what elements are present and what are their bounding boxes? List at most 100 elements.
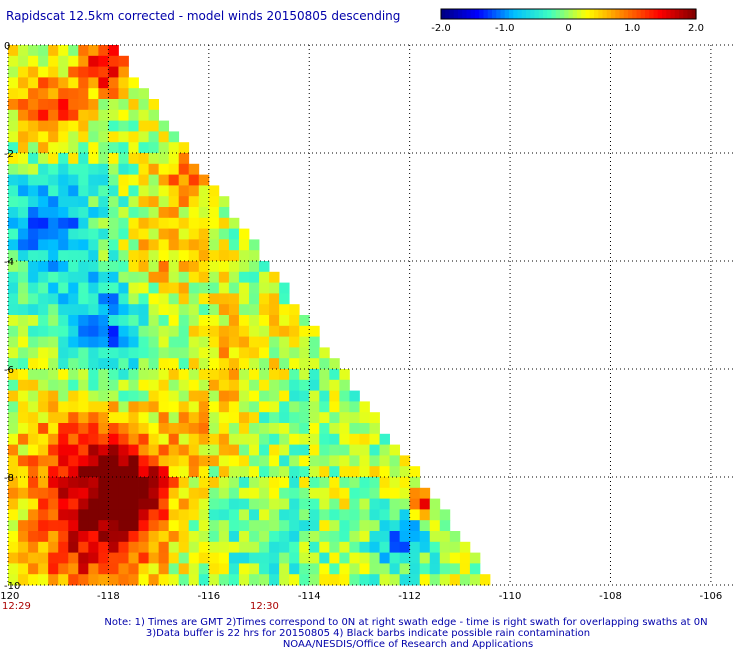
heatmap-cell <box>28 228 39 240</box>
heatmap-cell <box>389 477 401 489</box>
heatmap-cell <box>168 271 180 283</box>
colorbar-swatch <box>645 9 650 19</box>
heatmap-cell <box>78 444 89 456</box>
heatmap-cell <box>198 477 210 489</box>
heatmap-cell <box>158 379 170 391</box>
heatmap-cell <box>158 563 170 575</box>
heatmap-cell <box>58 509 69 521</box>
chart-title: Rapidscat 12.5km corrected - model winds… <box>6 9 400 23</box>
heatmap-cell <box>349 412 360 424</box>
heatmap-cell <box>409 487 421 499</box>
heatmap-cell <box>58 520 69 532</box>
heatmap-cell <box>48 185 59 197</box>
heatmap-cell <box>78 455 89 467</box>
heatmap-cell <box>269 433 280 445</box>
heatmap-cell <box>18 207 29 219</box>
heatmap-cell <box>108 347 119 359</box>
heatmap-cell <box>158 120 170 132</box>
heatmap-cell <box>339 520 350 532</box>
heatmap-cell <box>289 455 300 467</box>
heatmap-cell <box>98 163 109 175</box>
heatmap-cell <box>218 423 230 435</box>
heatmap-cell <box>379 574 390 586</box>
colorbar-swatch <box>662 9 667 19</box>
heatmap-cell <box>259 574 270 586</box>
heatmap-cell <box>329 563 340 575</box>
heatmap-cell <box>319 444 330 456</box>
heatmap-cell <box>148 455 160 467</box>
heatmap-cell <box>198 433 210 445</box>
heatmap-cell <box>158 163 170 175</box>
heatmap-cell <box>218 541 230 553</box>
heatmap-cell <box>259 423 270 435</box>
heatmap-cell <box>359 444 370 456</box>
heatmap-cell <box>108 477 119 489</box>
heatmap-cell <box>88 261 99 273</box>
heatmap-cell <box>38 315 49 327</box>
heatmap-cell <box>188 390 200 402</box>
heatmap-cell <box>58 153 69 165</box>
heatmap-cell <box>269 282 280 294</box>
heatmap-cell <box>128 444 139 456</box>
heatmap-cell <box>299 498 310 510</box>
heatmap-cell <box>329 541 340 553</box>
heatmap-cell <box>178 563 190 575</box>
heatmap-cell <box>168 304 180 316</box>
heatmap-cell <box>98 455 109 467</box>
heatmap-cell <box>158 412 170 424</box>
heatmap-cell <box>108 541 119 553</box>
heatmap-cell <box>128 88 139 100</box>
heatmap-cell <box>118 217 129 229</box>
x-tick-label: -118 <box>97 591 120 602</box>
heatmap-cell <box>48 358 59 370</box>
heatmap-cell <box>98 541 109 553</box>
heatmap-cell <box>108 304 119 316</box>
heatmap-cell <box>158 498 170 510</box>
heatmap-cell <box>228 498 240 510</box>
heatmap-cell <box>449 531 461 543</box>
heatmap-cell <box>58 66 69 78</box>
heatmap-cell <box>228 347 240 359</box>
heatmap-cell <box>339 466 350 478</box>
heatmap-cell <box>269 379 280 391</box>
heatmap-cell <box>309 574 320 586</box>
heatmap-cell <box>339 487 350 499</box>
heatmap-cell <box>78 498 89 510</box>
heatmap-cell <box>168 412 180 424</box>
heatmap-cell <box>429 509 441 521</box>
heatmap-cell <box>158 455 170 467</box>
heatmap-cell <box>419 541 431 553</box>
heatmap-cell <box>118 250 129 262</box>
x-tick-label: -112 <box>398 591 421 602</box>
heatmap-cell <box>269 347 280 359</box>
heatmap-cell <box>228 541 240 553</box>
heatmap-cell <box>8 423 19 435</box>
heatmap-cell <box>118 509 129 521</box>
heatmap-cell <box>48 336 59 348</box>
heatmap-cell <box>18 379 29 391</box>
heatmap-cell <box>439 574 451 586</box>
heatmap-cell <box>299 315 310 327</box>
heatmap-cell <box>208 487 220 499</box>
heatmap-cell <box>188 509 200 521</box>
heatmap-cell <box>228 412 240 424</box>
colorbar-swatch <box>670 9 676 19</box>
colorbar-swatch <box>555 9 561 19</box>
heatmap-cell <box>208 563 220 575</box>
heatmap-cell <box>309 444 320 456</box>
heatmap-cell <box>178 487 190 499</box>
heatmap-cell <box>48 55 59 67</box>
heatmap-cell <box>128 228 139 240</box>
heatmap-cell <box>269 563 280 575</box>
heatmap-cell <box>228 433 240 445</box>
heatmap-cell <box>218 207 230 219</box>
heatmap-cell <box>188 433 200 445</box>
colorbar-swatch <box>504 9 510 19</box>
heatmap-cell <box>389 444 401 456</box>
heatmap-cell <box>289 509 300 521</box>
heatmap-cell <box>429 520 441 532</box>
heatmap-cell <box>289 423 300 435</box>
heatmap-cell <box>68 379 79 391</box>
heatmap-cell <box>78 174 89 186</box>
heatmap-cell <box>289 433 300 445</box>
